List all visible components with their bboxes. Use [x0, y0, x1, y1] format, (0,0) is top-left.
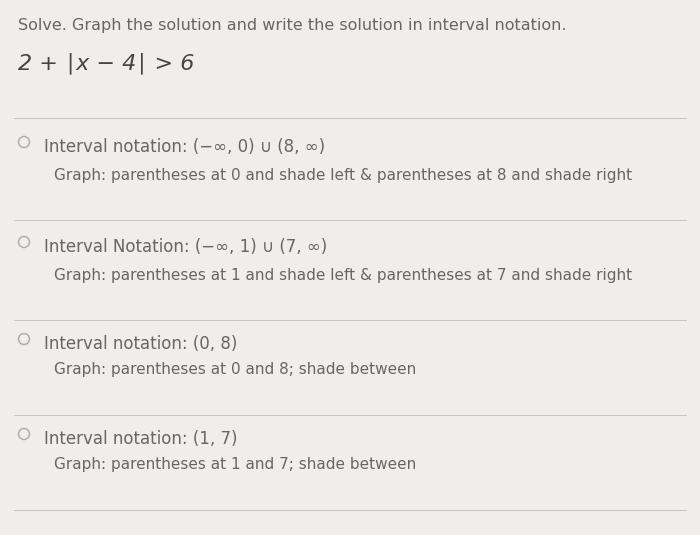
Text: 2 + ∣x − 4∣ > 6: 2 + ∣x − 4∣ > 6: [18, 52, 195, 74]
Text: Graph: parentheses at 0 and 8; shade between: Graph: parentheses at 0 and 8; shade bet…: [54, 362, 416, 377]
Text: Interval notation: (0, 8): Interval notation: (0, 8): [44, 335, 237, 353]
Text: Interval Notation: (−∞, 1) ∪ (7, ∞): Interval Notation: (−∞, 1) ∪ (7, ∞): [44, 238, 328, 256]
Text: Graph: parentheses at 1 and shade left & parentheses at 7 and shade right: Graph: parentheses at 1 and shade left &…: [54, 268, 632, 283]
Text: Graph: parentheses at 0 and shade left & parentheses at 8 and shade right: Graph: parentheses at 0 and shade left &…: [54, 168, 632, 183]
Text: Solve. Graph the solution and write the solution in interval notation.: Solve. Graph the solution and write the …: [18, 18, 566, 33]
Text: Graph: parentheses at 1 and 7; shade between: Graph: parentheses at 1 and 7; shade bet…: [54, 457, 416, 472]
Text: Interval notation: (−∞, 0) ∪ (8, ∞): Interval notation: (−∞, 0) ∪ (8, ∞): [44, 138, 325, 156]
Text: Interval notation: (1, 7): Interval notation: (1, 7): [44, 430, 237, 448]
